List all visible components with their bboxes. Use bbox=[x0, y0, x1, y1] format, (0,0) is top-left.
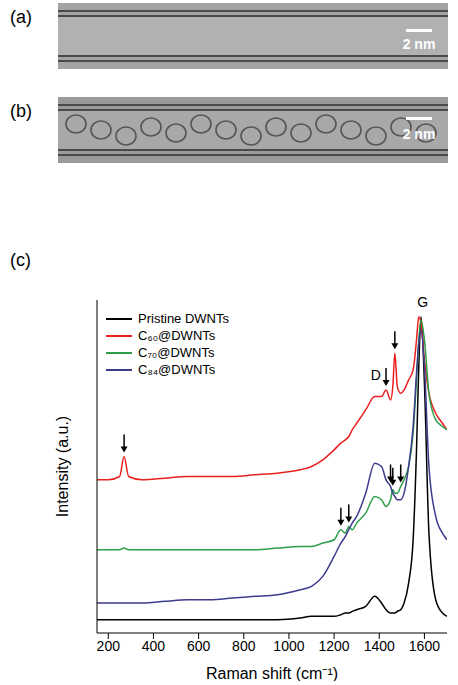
svg-text:1600: 1600 bbox=[409, 638, 440, 654]
html-text:C₈₄@DWNTs: C₈₄@DWNTs bbox=[138, 362, 216, 377]
html-text:(c): (c) bbox=[10, 250, 31, 270]
svg-text:D: D bbox=[371, 367, 381, 383]
svg-text:2 nm: 2 nm bbox=[403, 36, 436, 52]
svg-text:800: 800 bbox=[232, 638, 256, 654]
html-text:Pristine DWNTs: Pristine DWNTs bbox=[138, 311, 229, 326]
html-text:(b): (b) bbox=[10, 101, 32, 121]
svg-text:600: 600 bbox=[187, 638, 211, 654]
svg-text:G: G bbox=[417, 294, 428, 310]
svg-text:1400: 1400 bbox=[364, 638, 395, 654]
svg-text:1000: 1000 bbox=[273, 638, 304, 654]
html-text:C₇₀@DWNTs: C₇₀@DWNTs bbox=[138, 345, 215, 360]
svg-text:1200: 1200 bbox=[319, 638, 350, 654]
html-text:C₆₀@DWNTs: C₆₀@DWNTs bbox=[138, 328, 216, 343]
svg-text:Intensity (a.u.): Intensity (a.u.) bbox=[54, 416, 71, 517]
svg-text:200: 200 bbox=[97, 638, 121, 654]
html-text:(a): (a) bbox=[10, 7, 32, 27]
svg-text:400: 400 bbox=[142, 638, 166, 654]
svg-text:Raman shift (cm⁻¹): Raman shift (cm⁻¹) bbox=[206, 665, 338, 681]
svg-text:2 nm: 2 nm bbox=[403, 126, 436, 142]
